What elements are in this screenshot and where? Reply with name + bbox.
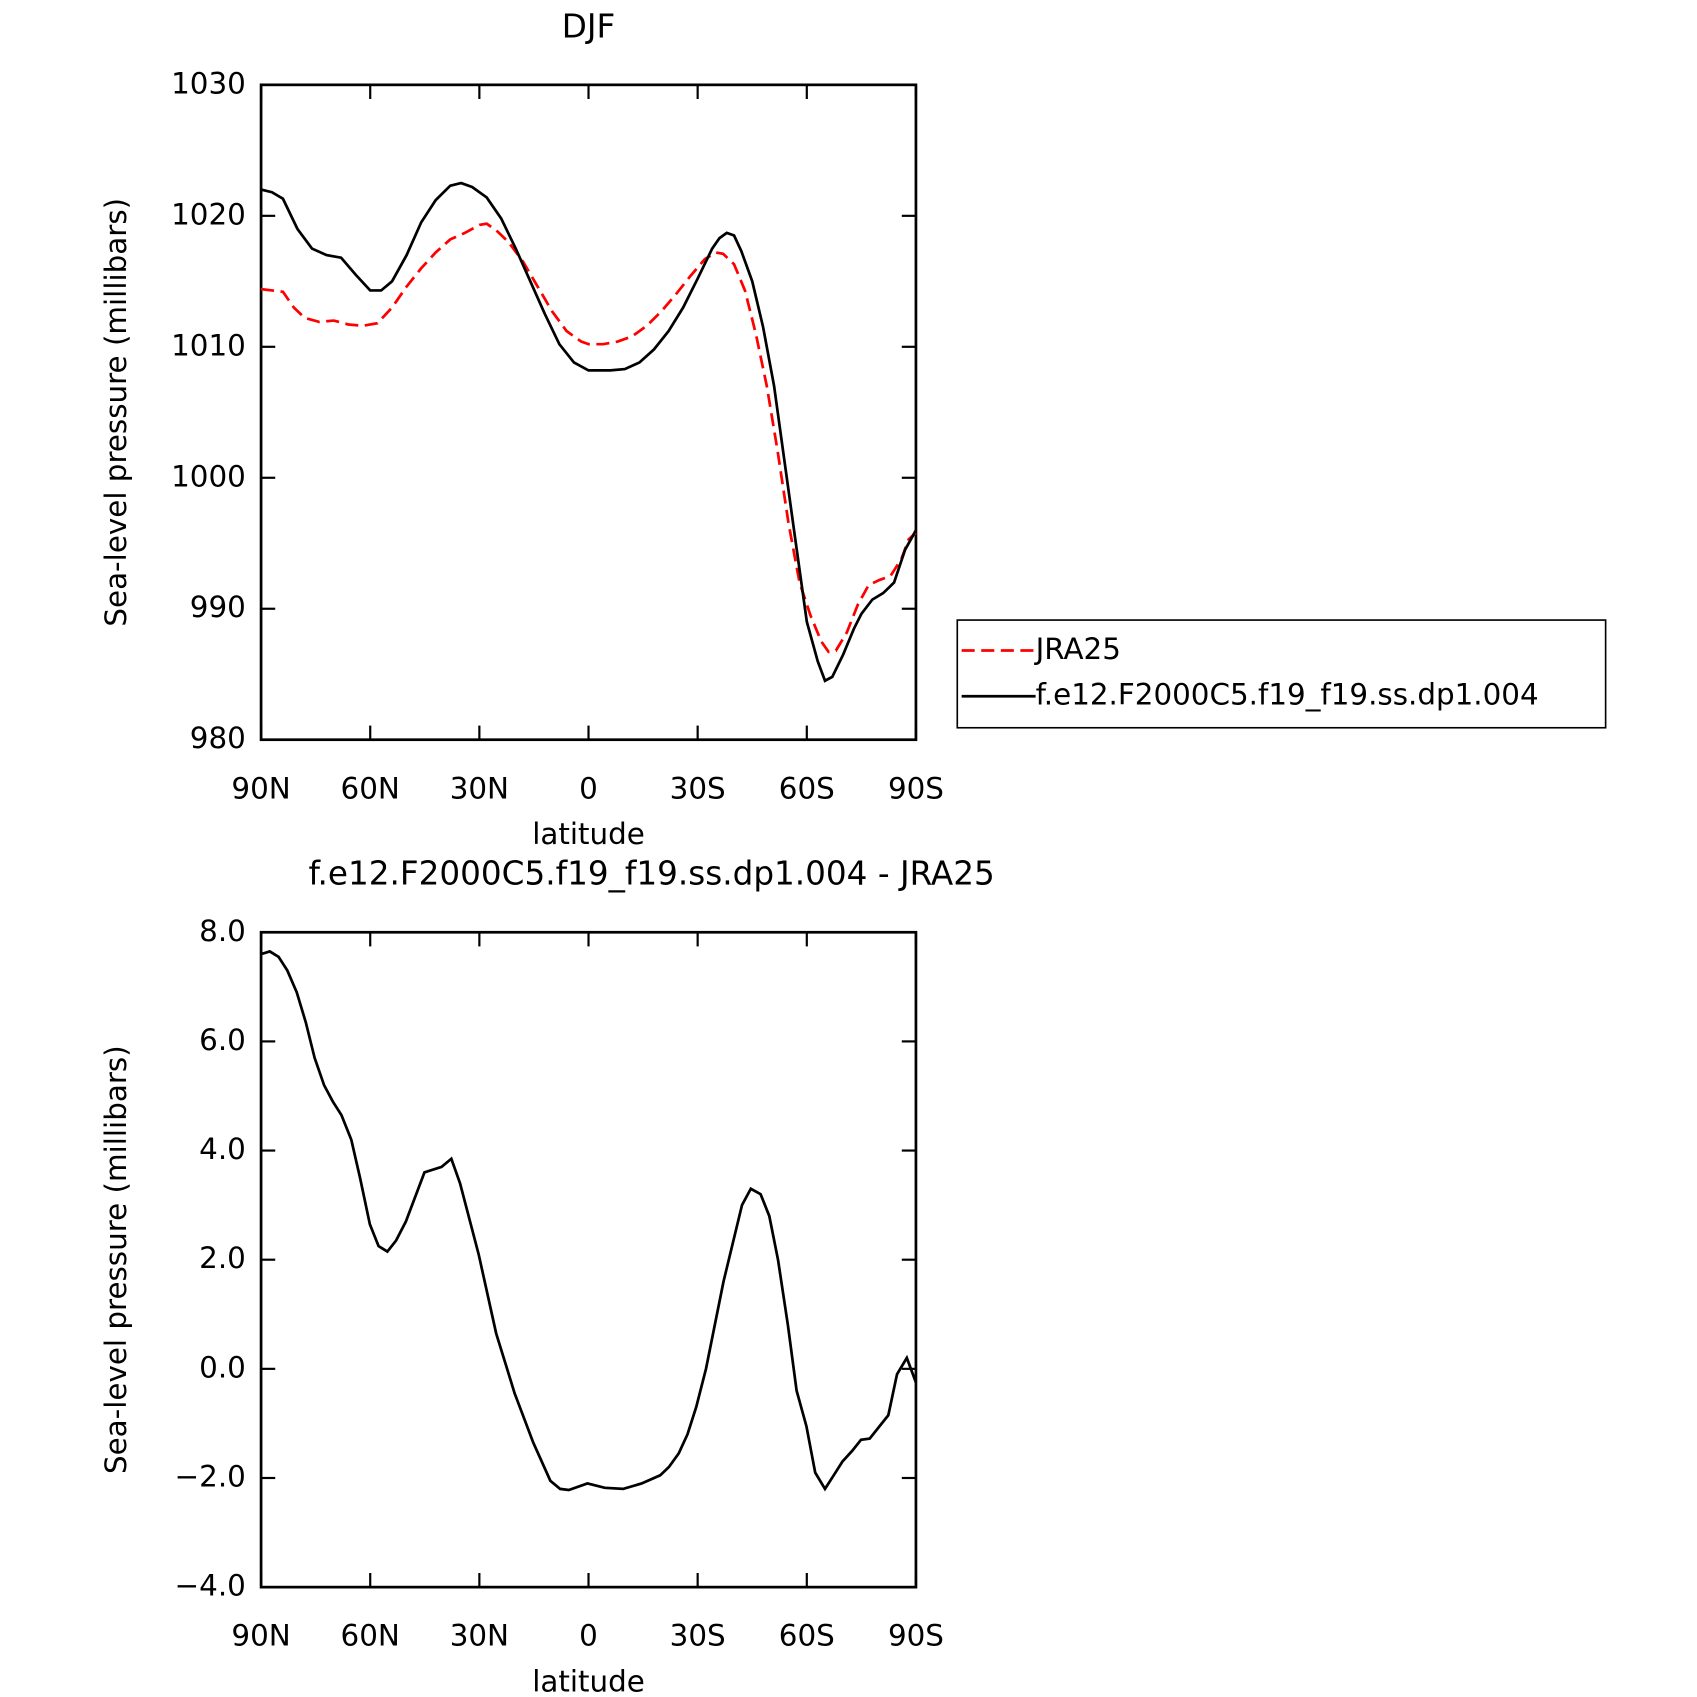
x-tick-label: 60S <box>779 1619 835 1653</box>
y-tick-label: 2.0 <box>199 1241 246 1275</box>
y-tick-label: 6.0 <box>199 1023 246 1057</box>
plot-frame <box>259 930 918 1589</box>
x-tick-label: 30N <box>450 771 509 805</box>
x-tick-label: 0 <box>579 1619 598 1653</box>
x-tick-label: 90S <box>888 771 944 805</box>
x-tick-label: 30S <box>670 1619 726 1653</box>
y-axis-label: Sea-level pressure (millibars) <box>99 1045 133 1474</box>
chart-title: f.e12.F2000C5.f19_f19.ss.dp1.004 - JRA25 <box>308 855 994 893</box>
y-tick-label: 1030 <box>171 66 246 100</box>
series-line <box>260 222 917 654</box>
x-tick-label: 90S <box>888 1619 944 1653</box>
x-tick-label: 60N <box>341 771 400 805</box>
chart-title: DJF <box>562 7 616 45</box>
y-tick-label: −2.0 <box>175 1459 246 1493</box>
y-tick-label: 990 <box>190 590 246 624</box>
y-tick-label: 1010 <box>171 328 246 362</box>
series-line <box>260 181 918 683</box>
x-tick-label: 30S <box>670 771 726 805</box>
y-tick-label: 1000 <box>171 459 246 493</box>
x-tick-label: 0 <box>579 771 598 805</box>
y-tick-label: 0.0 <box>199 1350 246 1384</box>
x-tick-label: 60N <box>341 1619 400 1653</box>
legend-label: f.e12.F2000C5.f19_f19.ss.dp1.004 <box>1036 678 1539 712</box>
x-tick-label: 90N <box>231 771 290 805</box>
y-tick-label: 980 <box>190 721 246 755</box>
plot-frame <box>259 83 918 742</box>
y-axis-label: Sea-level pressure (millibars) <box>99 198 133 627</box>
x-tick-label: 60S <box>779 771 835 805</box>
y-tick-label: 4.0 <box>199 1132 246 1166</box>
x-axis-label: latitude <box>532 1664 645 1697</box>
y-tick-label: 1020 <box>171 197 246 231</box>
y-tick-label: 8.0 <box>199 914 246 948</box>
x-axis-label: latitude <box>532 817 645 851</box>
x-tick-label: 30N <box>450 1619 509 1653</box>
x-tick-label: 90N <box>231 1619 290 1653</box>
legend-label: JRA25 <box>1034 632 1121 666</box>
legend-box <box>956 619 1607 729</box>
series-line <box>260 949 918 1492</box>
y-tick-label: −4.0 <box>175 1569 246 1603</box>
